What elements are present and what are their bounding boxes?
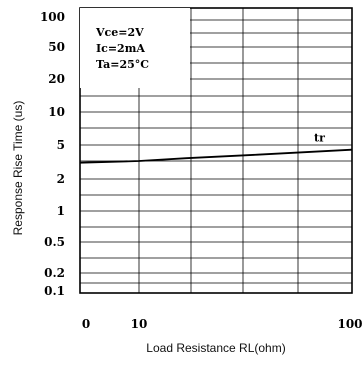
- y-tick-label: 50: [48, 40, 65, 54]
- x-tick-labels: 0 10 100: [82, 317, 362, 331]
- y-tick-label: 2: [57, 172, 65, 186]
- y-tick-label: 0.5: [44, 235, 65, 249]
- y-tick-label: 1: [57, 204, 65, 218]
- series-label: tr: [314, 132, 325, 145]
- series-layer: tr: [79, 132, 353, 164]
- y-tick-label: 5: [57, 138, 65, 152]
- y-tick-label: 0.1: [44, 284, 65, 298]
- conditions-box: [80, 8, 190, 88]
- y-tick-label: 20: [48, 72, 65, 86]
- series-line-tr: [79, 148, 353, 164]
- condition-vce: Vce=2V: [95, 26, 144, 39]
- y-tick-label: 100: [40, 10, 65, 24]
- condition-ic: Ic=2mA: [96, 42, 145, 55]
- y-tick-label: 0.2: [44, 266, 65, 280]
- x-tick-label: 100: [337, 317, 362, 331]
- condition-ta: Ta=25°C: [96, 58, 149, 71]
- x-axis-title: Load Resistance RL(ohm): [146, 341, 285, 355]
- y-tick-label: 10: [48, 105, 65, 119]
- y-tick-labels: 100 50 20 10 5 2 1 0.5 0.2 0.1: [40, 10, 65, 298]
- x-tick-label: 0: [82, 317, 90, 331]
- grid: [80, 8, 352, 293]
- x-tick-label: 10: [131, 317, 148, 331]
- y-axis-title: Response Rise Time (us): [11, 101, 25, 236]
